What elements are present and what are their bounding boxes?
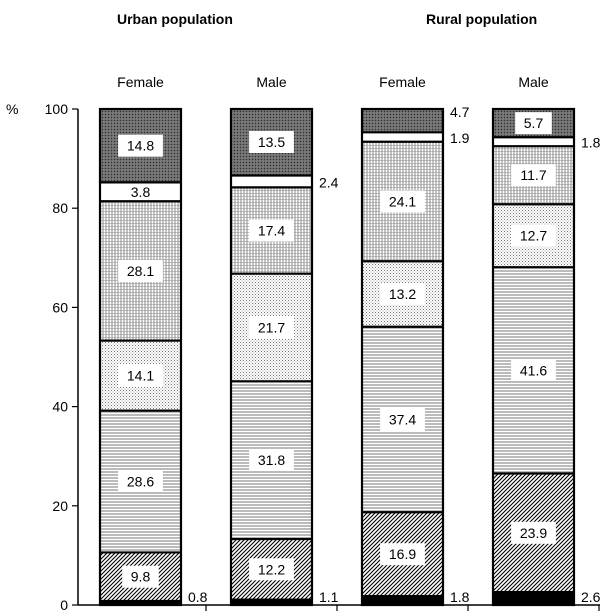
y-tick-label: 80 bbox=[52, 200, 68, 216]
bar-3: Female 1.8 16.9 37.4 13.2 24.1 1.9 4.7 bbox=[360, 74, 470, 607]
segment-label-box bbox=[515, 112, 552, 135]
y-tick-label: 0 bbox=[60, 597, 68, 613]
category-label: Female bbox=[379, 74, 426, 90]
group-title-urban: Urban population bbox=[117, 11, 233, 27]
segment-value-label: 13.2 bbox=[389, 286, 416, 302]
segment-label-box bbox=[511, 521, 556, 544]
segment-value-label: 17.4 bbox=[258, 223, 285, 239]
segment-value-label: 24.1 bbox=[389, 194, 416, 210]
category-label: Male bbox=[518, 74, 549, 90]
bar-outline bbox=[98, 107, 183, 607]
segment-label-box bbox=[249, 219, 294, 242]
segment-value-label: 12.2 bbox=[258, 561, 285, 577]
category-label: Male bbox=[256, 74, 287, 90]
group-title-rural: Rural population bbox=[426, 11, 538, 27]
segment-label-box bbox=[380, 543, 425, 566]
segment-label-box bbox=[118, 364, 163, 387]
segment-value-label: 31.8 bbox=[258, 452, 285, 468]
bar-segment bbox=[493, 592, 574, 605]
segment-label-box bbox=[118, 470, 163, 493]
segment-value-label: 41.6 bbox=[520, 362, 547, 378]
bar-segment bbox=[231, 599, 312, 605]
y-tick-label: 60 bbox=[52, 299, 68, 315]
segment-label-box bbox=[380, 283, 425, 306]
bars: Female 0.8 9.8 28.6 14.1 28.1 3.8 14.8 Male 1.1 12… bbox=[98, 74, 601, 607]
bar-segment bbox=[231, 175, 312, 188]
segment-value-label: 23.9 bbox=[520, 525, 547, 541]
segment-value-label: 16.9 bbox=[389, 546, 416, 562]
segment-label-box bbox=[118, 259, 163, 282]
bar-segment bbox=[362, 132, 443, 142]
segment-value-label: 21.7 bbox=[258, 319, 285, 335]
segment-value-label: 9.8 bbox=[131, 569, 151, 585]
segment-value-label: 0.8 bbox=[188, 589, 208, 605]
segment-value-label: 2.4 bbox=[319, 174, 339, 190]
segment-value-label: 1.9 bbox=[450, 130, 470, 146]
segment-value-label: 14.1 bbox=[127, 368, 154, 384]
segment-value-label: 1.1 bbox=[319, 589, 339, 605]
bar-outline bbox=[360, 107, 445, 607]
segment-label-box bbox=[249, 558, 294, 581]
segment-value-label: 1.8 bbox=[581, 135, 601, 151]
bar-segment bbox=[362, 596, 443, 605]
segment-value-label: 13.5 bbox=[258, 134, 285, 150]
y-tick-label: 40 bbox=[52, 399, 68, 415]
segment-label-box bbox=[511, 164, 556, 187]
segment-label-box bbox=[122, 565, 159, 588]
segment-label-box bbox=[380, 190, 425, 213]
bar-outline bbox=[491, 107, 576, 607]
segment-label-box bbox=[249, 449, 294, 472]
segment-label-box bbox=[511, 359, 556, 382]
bar-4: Male 2.6 23.9 41.6 12.7 11.7 1.8 5.7 bbox=[491, 74, 601, 607]
segment-label-box bbox=[249, 130, 294, 153]
segment-value-label: 1.8 bbox=[450, 589, 470, 605]
segment-value-label: 2.6 bbox=[581, 589, 601, 605]
segment-value-label: 14.8 bbox=[127, 138, 154, 154]
bar-2: Male 1.1 12.2 31.8 21.7 17.4 2.4 13.5 bbox=[229, 74, 339, 607]
segment-label-box bbox=[249, 316, 294, 339]
segment-value-label: 37.4 bbox=[389, 411, 416, 427]
y-tick-label: 100 bbox=[45, 101, 69, 117]
bar-segment bbox=[362, 109, 443, 133]
category-label: Female bbox=[117, 74, 164, 90]
segment-value-label: 5.7 bbox=[524, 115, 544, 131]
bar-segment bbox=[100, 182, 181, 202]
segment-value-label: 28.6 bbox=[127, 473, 154, 489]
y-axis: 0 20 40 60 80 100% bbox=[6, 101, 79, 613]
y-tick-label: 20 bbox=[52, 498, 68, 514]
y-unit-label: % bbox=[6, 101, 18, 117]
bar-segment bbox=[100, 601, 181, 605]
segment-value-label: 11.7 bbox=[520, 167, 546, 183]
bar-outline bbox=[229, 107, 314, 607]
segment-value-label: 28.1 bbox=[127, 263, 154, 279]
segment-value-label: 3.8 bbox=[131, 184, 151, 200]
segment-label-box bbox=[118, 134, 163, 157]
segment-label-box bbox=[380, 408, 425, 431]
bar-1: Female 0.8 9.8 28.6 14.1 28.1 3.8 14.8 bbox=[98, 74, 208, 607]
segment-value-label: 4.7 bbox=[450, 104, 470, 120]
segment-value-label: 12.7 bbox=[520, 228, 547, 244]
segment-label-box bbox=[511, 224, 556, 247]
bar-segment bbox=[493, 137, 574, 147]
